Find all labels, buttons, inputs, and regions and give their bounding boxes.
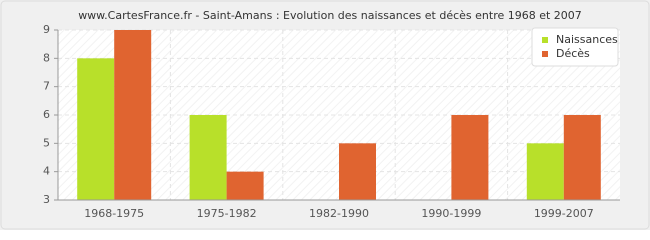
legend-box	[531, 27, 619, 67]
y-tick-label: 3	[43, 193, 50, 206]
x-tick-label: 1999-2007	[534, 207, 594, 220]
plot: 3 4 5 6 7 8 9 1968-1975 1975-1982 1982-1990 1990-1…	[43, 23, 620, 220]
chart-title: www.CartesFrance.fr - Saint-Amans : Evol…	[78, 9, 582, 22]
y-tick-label: 7	[43, 80, 50, 93]
chart: www.CartesFrance.fr - Saint-Amans : Evol…	[0, 0, 650, 230]
x-tick-label: 1982-1990	[309, 207, 369, 220]
legend-label: Décès	[556, 47, 590, 60]
y-tick-label: 8	[43, 51, 50, 64]
legend-swatch	[542, 37, 548, 43]
x-tick-label: 1990-1999	[421, 207, 481, 220]
bar	[189, 115, 227, 200]
legend: Naissances Décès	[531, 27, 619, 67]
x-tick-label: 1968-1975	[84, 207, 144, 220]
bar	[451, 115, 489, 200]
bar	[526, 143, 564, 200]
bar	[77, 58, 115, 201]
legend-swatch	[542, 51, 548, 57]
y-tick-label: 5	[43, 136, 50, 149]
bar	[563, 115, 601, 200]
bar	[226, 171, 264, 200]
x-tick-label: 1975-1982	[197, 207, 257, 220]
bar	[339, 143, 376, 200]
frame	[0, 0, 650, 230]
y-tick-label: 9	[43, 23, 50, 36]
legend-label: Naissances	[556, 33, 618, 46]
y-tick-label: 6	[43, 108, 50, 121]
y-tick-label: 4	[43, 165, 50, 178]
bar	[114, 30, 152, 200]
